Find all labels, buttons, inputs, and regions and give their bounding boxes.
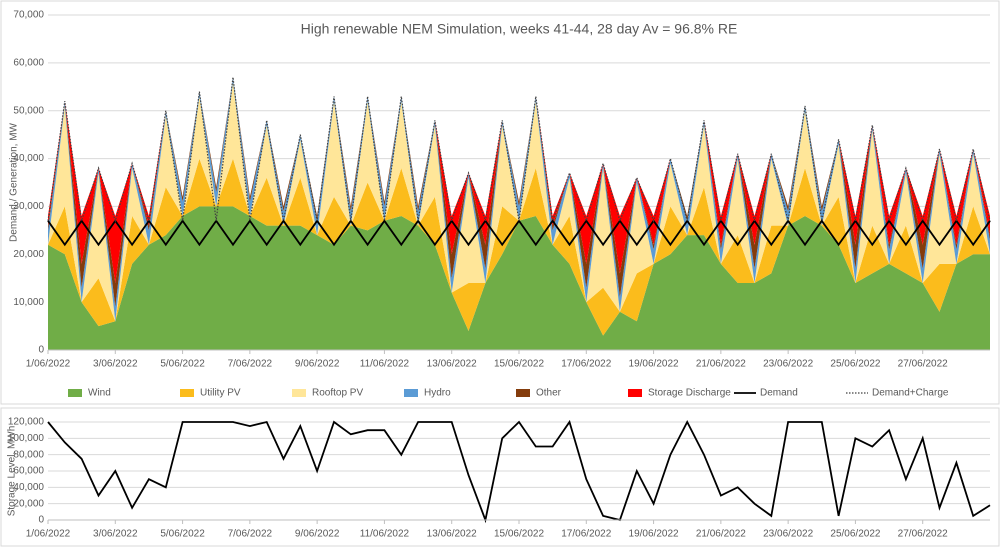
area (48, 77, 990, 283)
legend-label: Other (536, 388, 562, 399)
legend-label: Demand+Charge (872, 388, 949, 399)
legend-swatch (180, 389, 194, 397)
x-tick-label: 11/06/2022 (360, 529, 410, 540)
x-tick-label: 25/06/2022 (830, 359, 880, 370)
y-tick-label: 20,000 (13, 498, 44, 509)
x-tick-label: 1/06/2022 (26, 529, 71, 540)
x-tick-label: 1/06/2022 (26, 359, 71, 370)
x-tick-label: 3/06/2022 (93, 359, 138, 370)
legend-swatch (628, 389, 642, 397)
legend-swatch (516, 389, 530, 397)
x-tick-label: 19/06/2022 (629, 359, 679, 370)
area (48, 77, 990, 307)
y-tick-label: 80,000 (13, 449, 44, 460)
x-tick-label: 13/06/2022 (427, 529, 477, 540)
x-tick-label: 9/06/2022 (295, 359, 340, 370)
y-tick-label: 70,000 (13, 10, 44, 21)
chart-title: High renewable NEM Simulation, weeks 41-… (301, 21, 738, 37)
x-tick-label: 15/06/2022 (494, 529, 544, 540)
y-tick-label: 10,000 (13, 297, 44, 308)
x-tick-label: 21/06/2022 (696, 529, 746, 540)
x-tick-label: 23/06/2022 (763, 529, 813, 540)
y-axis-label: Demand / Generation, MW (9, 122, 20, 241)
y-tick-label: 50,000 (13, 105, 44, 116)
x-tick-label: 15/06/2022 (494, 359, 544, 370)
y-tick-label: 30,000 (13, 201, 44, 212)
y-tick-label: 0 (38, 345, 44, 356)
legend-label: Demand (760, 388, 798, 399)
x-tick-label: 21/06/2022 (696, 359, 746, 370)
y-tick-label: 60,000 (13, 466, 44, 477)
y-tick-label: 60,000 (13, 57, 44, 68)
x-tick-label: 7/06/2022 (228, 529, 273, 540)
legend-label: Rooftop PV (312, 388, 363, 399)
legend-swatch (292, 389, 306, 397)
x-tick-label: 17/06/2022 (561, 529, 611, 540)
y-tick-label: 0 (38, 515, 44, 526)
x-tick-label: 27/06/2022 (898, 359, 948, 370)
legend-label: Storage Discharge (648, 388, 731, 399)
legend-swatch (404, 389, 418, 397)
legend-label: Utility PV (200, 388, 241, 399)
x-tick-label: 25/06/2022 (830, 529, 880, 540)
legend-label: Hydro (424, 388, 451, 399)
x-tick-label: 7/06/2022 (228, 359, 273, 370)
x-tick-label: 5/06/2022 (160, 529, 205, 540)
x-tick-label: 9/06/2022 (295, 529, 340, 540)
y-tick-label: 20,000 (13, 249, 44, 260)
x-tick-label: 27/06/2022 (898, 529, 948, 540)
line (47, 77, 991, 224)
legend-label: Wind (88, 388, 111, 399)
y-axis-label: Storage Level, MWh (7, 426, 18, 517)
y-tick-label: 100,000 (8, 433, 45, 444)
x-tick-label: 23/06/2022 (763, 359, 813, 370)
x-tick-label: 11/06/2022 (360, 359, 410, 370)
y-tick-label: 120,000 (8, 417, 45, 428)
x-tick-label: 3/06/2022 (93, 529, 138, 540)
y-tick-label: 40,000 (13, 153, 44, 164)
x-tick-label: 19/06/2022 (629, 529, 679, 540)
line (47, 419, 991, 524)
x-tick-label: 17/06/2022 (561, 359, 611, 370)
legend-swatch (68, 389, 82, 397)
area (48, 206, 990, 350)
x-tick-label: 13/06/2022 (427, 359, 477, 370)
x-tick-label: 5/06/2022 (160, 359, 205, 370)
y-tick-label: 40,000 (13, 482, 44, 493)
bottom-panel (0, 407, 1000, 547)
